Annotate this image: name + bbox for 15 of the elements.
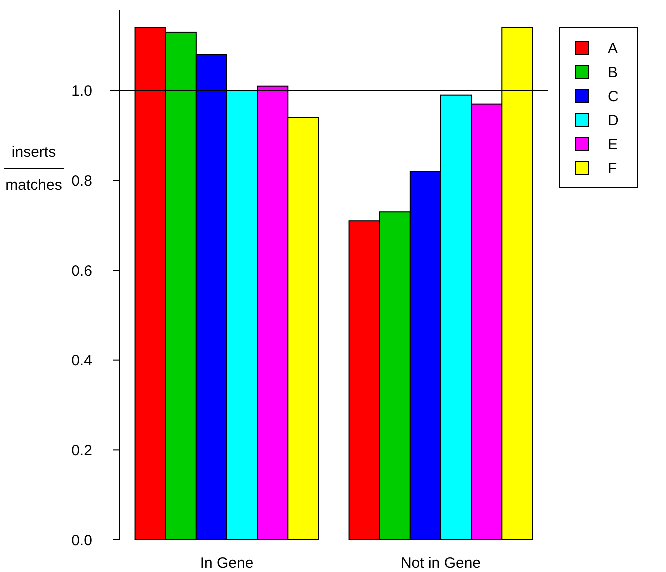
legend-label: B [608, 64, 618, 82]
legend-label: D [608, 112, 619, 130]
y-axis-title: inserts matches [6, 144, 62, 194]
legend-label: E [608, 136, 618, 154]
y-tick-label: 0.2 [72, 442, 92, 460]
x-tick-label: In Gene [200, 555, 254, 572]
y-tick-label: 0.8 [72, 172, 92, 190]
y-tick-label: 0.6 [72, 262, 92, 280]
y-tick-label: 0.4 [72, 352, 92, 370]
y-tick-label: 1.0 [72, 83, 92, 100]
legend-label: C [608, 88, 619, 106]
legend-label: A [608, 40, 618, 58]
x-tick-label: Not in Gene [400, 555, 482, 572]
legend-label: F [608, 160, 618, 178]
y-tick-label: 0.0 [72, 532, 92, 550]
